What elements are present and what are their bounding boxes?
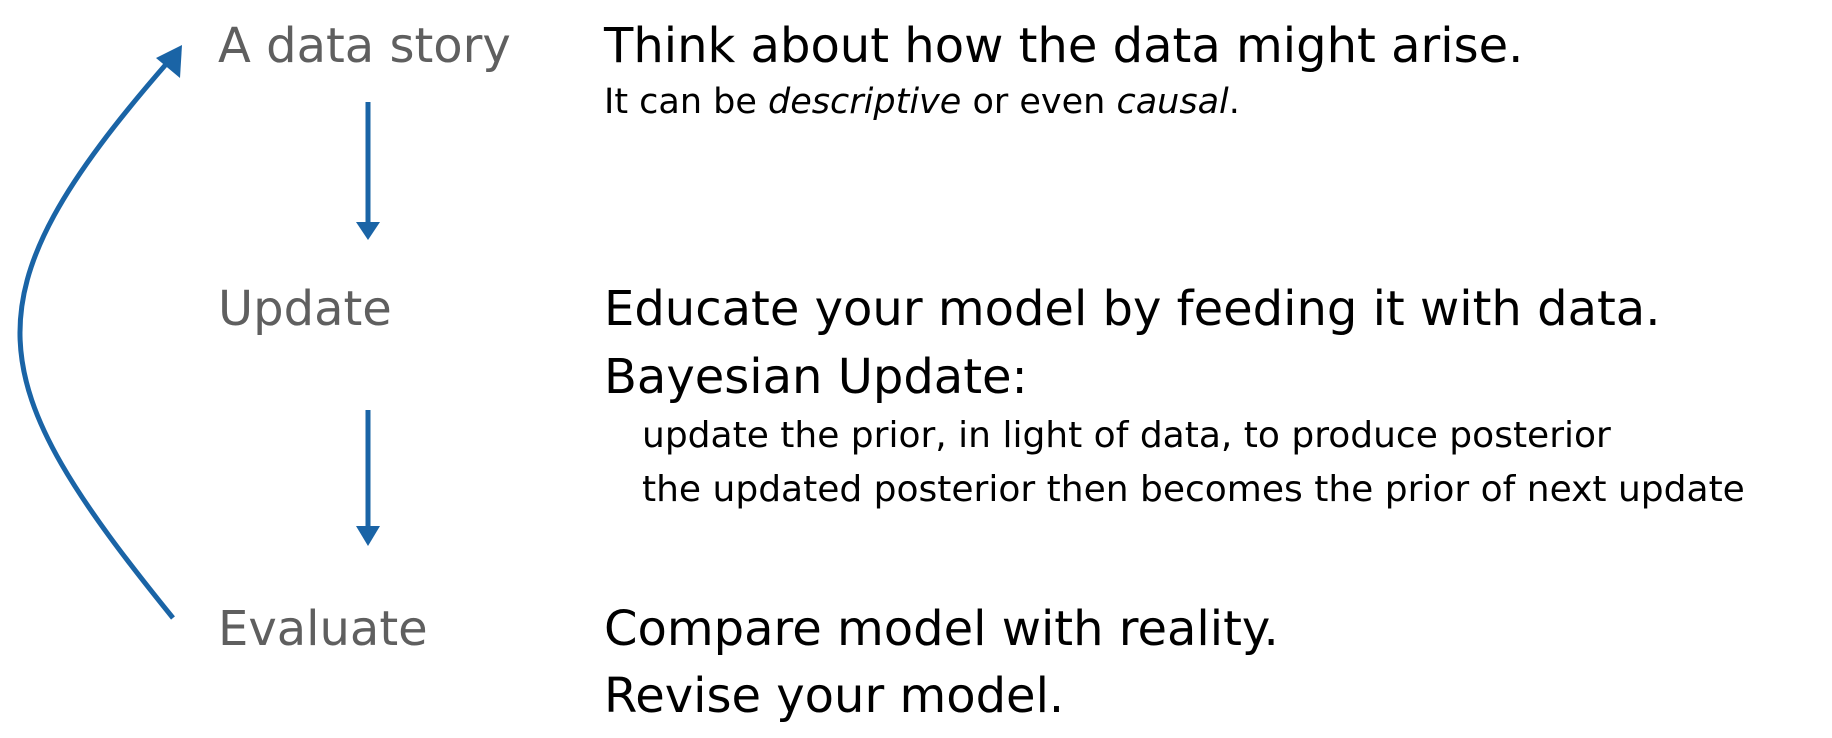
- down-arrow-icon: [356, 410, 380, 546]
- step-bullet: the updated posterior then becomes the p…: [642, 469, 1745, 510]
- step-description-update: Educate your model by feeding it with da…: [604, 281, 1661, 337]
- subline-text: It can be: [604, 82, 769, 122]
- emphasis-descriptive: descriptive: [768, 82, 962, 122]
- step-description-update-2: Bayesian Update:: [604, 349, 1028, 405]
- step-subline-data-story: It can be descriptive or even causal.: [604, 85, 1240, 120]
- emphasis-causal: causal: [1116, 82, 1229, 122]
- subline-text: or even: [961, 82, 1117, 122]
- step-description-data-story: Think about how the data might arise.: [604, 18, 1524, 74]
- step-label-data-story: A data story: [218, 18, 511, 74]
- down-arrow-icon: [356, 102, 380, 240]
- step-description-evaluate-2: Revise your model.: [604, 668, 1065, 724]
- loop-arrow-icon: [17, 45, 182, 620]
- step-description-evaluate: Compare model with reality.: [604, 601, 1279, 657]
- step-label-evaluate: Evaluate: [218, 601, 428, 657]
- step-label-update: Update: [218, 281, 392, 337]
- subline-text: .: [1228, 82, 1240, 122]
- step-bullet: update the prior, in light of data, to p…: [642, 415, 1611, 456]
